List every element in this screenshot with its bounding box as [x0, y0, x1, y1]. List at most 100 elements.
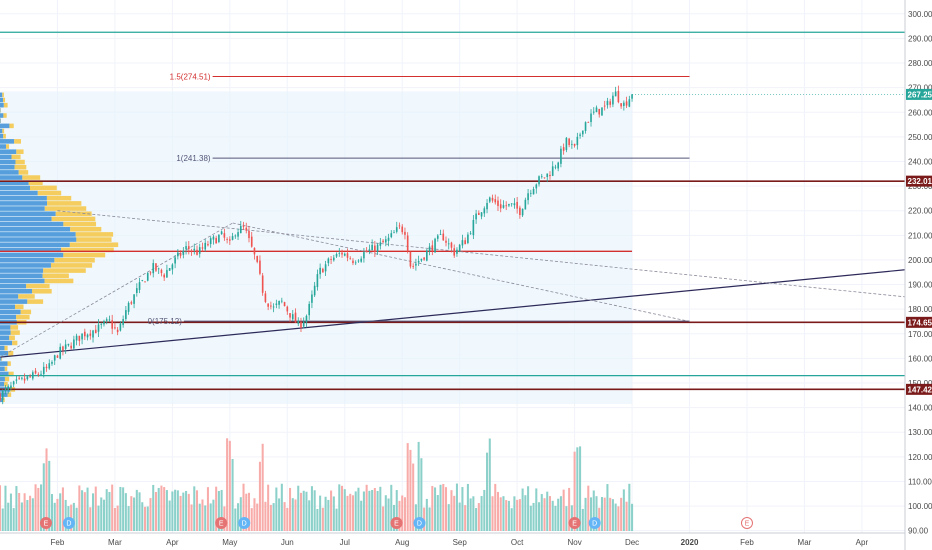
- profile-bar-down: [0, 128, 3, 134]
- candle-body: [283, 302, 286, 307]
- volume-bar: [53, 502, 56, 531]
- profile-bar-up: [7, 361, 11, 366]
- candle-body: [86, 334, 89, 338]
- candle-body: [29, 376, 31, 378]
- candle-body: [116, 329, 119, 333]
- candle-body: [488, 197, 491, 202]
- candle-body: [42, 366, 45, 375]
- candle-body: [174, 257, 176, 264]
- level-price-tag-text: 232.01: [908, 177, 932, 186]
- candle-body: [595, 107, 598, 113]
- candle-body: [475, 213, 477, 220]
- volume-bar: [335, 508, 338, 531]
- volume-bar: [242, 483, 245, 531]
- level-price-tag[interactable]: [906, 383, 932, 395]
- fib-label: 0(175.12): [148, 317, 183, 326]
- candle-body: [212, 236, 215, 240]
- candle-body: [371, 244, 373, 251]
- candle-body: [379, 242, 382, 246]
- dividend-marker[interactable]: [62, 517, 75, 529]
- volume-bar: [466, 483, 469, 531]
- volume-bar: [0, 485, 2, 531]
- profile-bar-down: [0, 185, 30, 191]
- volume-bar: [206, 487, 209, 531]
- volume-bar: [568, 487, 571, 531]
- candle-body: [606, 100, 609, 106]
- current-price-tag[interactable]: [906, 88, 932, 100]
- volume-bar: [535, 488, 538, 531]
- profile-bar-down: [0, 139, 15, 144]
- volume-bar: [50, 494, 54, 531]
- trendline[interactable]: [57, 210, 906, 298]
- profile-bar-up: [8, 371, 14, 377]
- candle-body: [601, 107, 603, 116]
- x-tick-label: Feb: [51, 538, 65, 547]
- profile-bar-up: [11, 154, 21, 160]
- candle-body: [100, 323, 103, 325]
- x-tick-label: Apr: [856, 538, 869, 547]
- profile-bar-down: [0, 133, 4, 139]
- x-tick-label: Jun: [281, 538, 294, 547]
- candle-body: [152, 263, 155, 274]
- y-axis-bg: [905, 0, 932, 550]
- volume-bar: [135, 489, 138, 531]
- candle-body: [250, 236, 253, 247]
- profile-bar-up: [4, 382, 8, 387]
- profile-bar-up: [2, 97, 6, 103]
- volume-bar: [267, 484, 270, 531]
- dividend-marker[interactable]: [588, 517, 601, 529]
- earnings-marker[interactable]: [39, 517, 52, 529]
- level-price-tag[interactable]: [906, 316, 932, 328]
- volume-bar: [401, 495, 404, 531]
- profile-bar-down: [0, 330, 11, 335]
- x-tick-label: Jul: [340, 538, 350, 547]
- candle-body: [508, 203, 510, 206]
- candle-body: [480, 212, 483, 217]
- profile-bar-down: [0, 366, 5, 372]
- trendline[interactable]: [232, 222, 690, 322]
- volume-bar: [149, 498, 152, 531]
- earnings-marker[interactable]: [215, 517, 228, 529]
- trendline[interactable]: [0, 269, 906, 358]
- y-axis: 90.00 100.00 110.00 120.00 130.00 140.00 150.0…: [904, 0, 932, 550]
- profile-bar-down: [0, 201, 48, 206]
- volume-bar: [163, 487, 166, 531]
- earnings-marker[interactable]: [568, 517, 581, 529]
- volume-bar: [124, 493, 127, 531]
- volume-bar: [458, 502, 461, 531]
- volume-bar: [280, 483, 283, 531]
- level-price-tag[interactable]: [906, 175, 932, 187]
- profile-bar-down: [0, 325, 11, 330]
- candle-body: [223, 233, 226, 238]
- candle-body: [428, 246, 431, 252]
- dividend-marker[interactable]: [413, 517, 426, 529]
- earnings-marker[interactable]: [390, 517, 403, 529]
- volume-bar: [275, 487, 278, 531]
- candle-body: [286, 306, 289, 312]
- profile-bar-up: [27, 299, 44, 304]
- volume-bar: [414, 504, 417, 531]
- candle-body: [505, 205, 508, 207]
- profile-bar-up: [10, 325, 19, 330]
- candle-body: [560, 148, 562, 164]
- volume-bar: [75, 507, 78, 531]
- candle-body: [352, 260, 354, 264]
- volume-bar: [379, 486, 382, 531]
- earnings-marker[interactable]: [740, 517, 753, 529]
- volume-bar: [226, 438, 229, 531]
- volume-bar: [278, 498, 281, 531]
- profile-bar-up: [29, 185, 57, 191]
- y-tick-label: 100.00: [908, 502, 932, 511]
- profile-bar-up: [47, 201, 82, 206]
- profile-bar-up: [3, 397, 5, 403]
- volume-bar: [475, 508, 478, 531]
- volume-bar: [540, 494, 543, 531]
- volume-bar: [165, 490, 168, 531]
- candle-body: [478, 212, 480, 215]
- volume-bar: [127, 506, 130, 531]
- profile-bar-down: [0, 211, 56, 217]
- event-letter: E: [572, 521, 577, 528]
- dividend-marker[interactable]: [238, 517, 251, 529]
